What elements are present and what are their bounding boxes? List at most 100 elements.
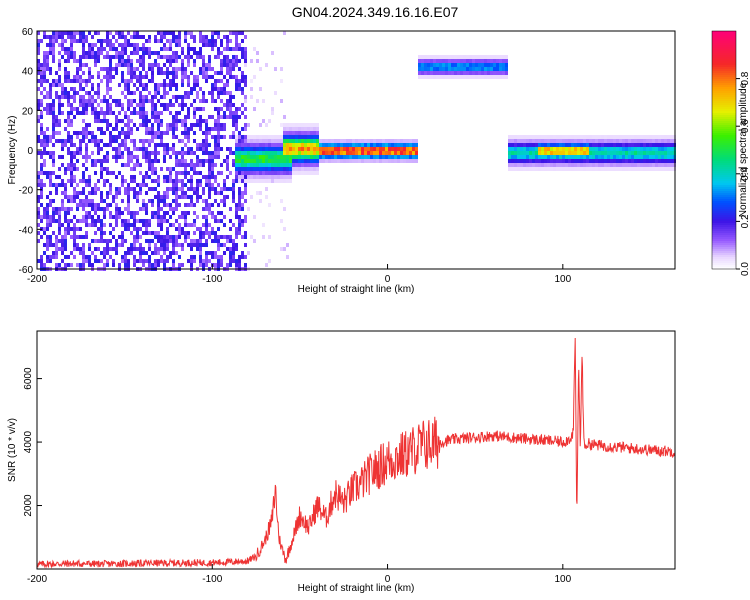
spectrogram-cell [487,59,490,63]
spectrogram-cell [376,155,379,159]
spectrogram-cell [76,59,79,63]
spectrogram-cell [493,67,496,71]
spectrogram-cell [238,259,241,263]
spectrogram-cell [106,107,109,111]
spectrogram-cell [337,147,340,151]
spectrogram-cell [40,39,43,43]
spectrogram-cell [112,247,115,251]
spectrogram-cell [157,239,160,243]
spectrogram-cell [340,147,343,151]
spectrogram-cell [85,155,88,159]
spectrogram-cell [160,207,163,211]
spectrogram-cell [154,251,157,255]
spectrogram-cell [46,207,49,211]
spectrogram-cell [640,163,643,167]
spectrogram-cell [424,55,427,59]
spectrogram-cell [79,31,82,35]
spectrogram-cell [181,227,184,231]
spectrogram-cell [253,135,256,139]
spectrogram-cell [151,263,154,267]
spectrogram-cell [67,179,70,183]
spectrogram-cell [175,43,178,47]
spectrogram-cell [232,47,235,51]
spectrogram-cell [169,99,172,103]
colorbar-cell [712,79,736,82]
spectrogram-cell [265,135,268,139]
spectrogram-cell [181,147,184,151]
spectrogram-cell [172,143,175,147]
spectrogram-cell [241,111,244,115]
spectrogram-cell [394,139,397,143]
spectrogram-cell [556,159,559,163]
spectrogram-cell [211,175,214,179]
spectrogram-cell [160,131,163,135]
spectrogram-cell [145,47,148,51]
spectrogram-cell [283,247,286,251]
spectrogram-cell [55,211,58,215]
spectrogram-cell [226,103,229,107]
spectrogram-cell [130,67,133,71]
spectrogram-cell [118,63,121,67]
spectrogram-cell [97,47,100,51]
spectrogram-cell [181,155,184,159]
spectrogram-cell [127,159,130,163]
spectrogram-cell [244,187,247,191]
spectrogram-cell [121,199,124,203]
spectrogram-cell [658,167,661,171]
spectrogram-cell [157,231,160,235]
spectrogram-cell [463,55,466,59]
spectrogram-cell [61,247,64,251]
spectrogram-cell [166,195,169,199]
spectrogram-cell [79,139,82,143]
spectrogram-cell [127,107,130,111]
spectrogram-cell [124,143,127,147]
spectrogram-cell [274,159,277,163]
spectrogram-cell [436,63,439,67]
spectrogram-cell [619,159,622,163]
spectrogram-cell [82,243,85,247]
spectrogram-cell [451,75,454,79]
spectrogram-cell [70,143,73,147]
spectrogram-cell [286,179,289,183]
spectrogram-cell [235,235,238,239]
spectrogram-cell [58,155,61,159]
spectrogram-cell [40,127,43,131]
spectrogram-cell [394,151,397,155]
spectrogram-cell [172,127,175,131]
spectrogram-cell [223,159,226,163]
spectrogram-cell [196,95,199,99]
spectrogram-cell [211,187,214,191]
spectrogram-cell [313,139,316,143]
spectrogram-cell [595,163,598,167]
spectrogram-cell [202,199,205,203]
spectrogram-cell [85,151,88,155]
spectrogram-cell [151,103,154,107]
spectrogram-cell [112,155,115,159]
spectrogram-cell [262,151,265,155]
spectrogram-cell [163,95,166,99]
spectrogram-cell [625,167,628,171]
spectrogram-cell [208,195,211,199]
spectrogram-cell [241,79,244,83]
spectrogram-cell [136,235,139,239]
spectrogram-cell [259,139,262,143]
spectrogram-cell [460,75,463,79]
spectrogram-cell [103,47,106,51]
spectrogram-cell [178,263,181,267]
spectrogram-cell [283,127,286,131]
spectrogram-cell [349,159,352,163]
spectrogram-cell [400,155,403,159]
spectrogram-cell [148,247,151,251]
spectrogram-cell [145,159,148,163]
spectrogram-cell [628,143,631,147]
spectrogram-cell [67,123,70,127]
spectrogram-cell [46,243,49,247]
spectrogram-cell [91,151,94,155]
spectrogram-cell [307,155,310,159]
spectrogram-cell [145,151,148,155]
spectrogram-cell [229,239,232,243]
spectrogram-cell [403,155,406,159]
spectrogram-cell [310,151,313,155]
spectrogram-cell [511,135,514,139]
spectrogram-cell [280,123,283,127]
